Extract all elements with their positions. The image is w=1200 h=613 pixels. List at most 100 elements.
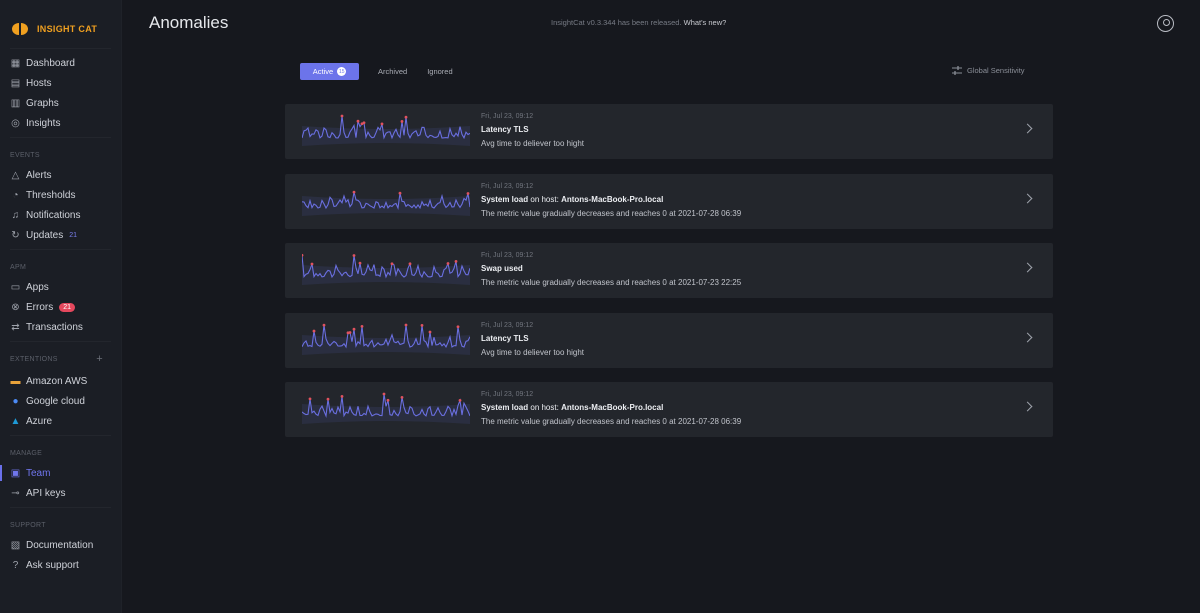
- anomaly-description: Avg time to deliever too hight: [481, 347, 585, 357]
- chevron-right-icon[interactable]: [1022, 193, 1033, 203]
- chevron-right-icon[interactable]: [1022, 262, 1033, 273]
- section-title: MANAGE: [10, 450, 43, 457]
- sidebar-item-dashboard[interactable]: ▦ Dashboard: [0, 53, 121, 73]
- sidebar-item-errors[interactable]: ⊗ Errors 21: [0, 297, 121, 317]
- chevron-right-icon[interactable]: [1022, 332, 1033, 342]
- divider: [10, 341, 111, 342]
- sidebar-item-label: Hosts: [26, 77, 52, 89]
- anomaly-date: Fri, Jul 23, 09:12: [481, 252, 534, 259]
- refresh-icon: ↻: [11, 229, 20, 241]
- anomaly-card[interactable]: Fri, Jul 23, 09:12 Latency TLS Avg time …: [285, 312, 1053, 368]
- sidebar-item-google-cloud[interactable]: ● Google cloud: [0, 391, 121, 411]
- section-events: EVENTS: [0, 142, 121, 165]
- release-banner: InsightCat v0.3.344 has been released. W…: [551, 18, 726, 27]
- sidebar-item-label: Team: [26, 467, 51, 479]
- page-title: Anomalies: [149, 13, 229, 32]
- sidebar-item-label: Insights: [26, 117, 61, 129]
- error-icon: ⊗: [11, 301, 20, 313]
- section-extentions: EXTENTIONS +: [0, 346, 121, 371]
- anomaly-card[interactable]: Fri, Jul 23, 09:12 System load on host: …: [285, 382, 1053, 437]
- sidebar-item-ask-support[interactable]: ? Ask support: [0, 555, 121, 575]
- anomaly-list: Fri, Jul 23, 09:12 Latency TLS Avg time …: [285, 104, 1053, 452]
- sidebar-item-documentation[interactable]: ▧ Documentation: [0, 535, 121, 555]
- hosts-icon: ▤: [10, 77, 21, 89]
- sidebar-item-azure[interactable]: ▲ Azure: [0, 411, 121, 431]
- sidebar-item-label: Graphs: [26, 97, 59, 109]
- sidebar-item-label: Updates: [26, 229, 64, 241]
- divider: [10, 435, 111, 436]
- count-badge: 21: [69, 231, 78, 239]
- anomaly-title: System load on host: Antons-MacBook-Pro.…: [481, 195, 741, 204]
- sidebar-item-thresholds[interactable]: ◔ Thresholds: [0, 185, 121, 205]
- anomaly-description: The metric value gradually decreases and…: [481, 278, 742, 287]
- sidebar-item-api-keys[interactable]: ⊸ API keys: [0, 483, 121, 503]
- metric-name: Latency TLS: [481, 333, 529, 343]
- section-apm: APM: [0, 254, 121, 277]
- tab-active[interactable]: Active 15: [300, 63, 359, 80]
- tab-archived[interactable]: Archived: [378, 67, 408, 76]
- metric-name: System load: [481, 194, 529, 204]
- sidebar-item-hosts[interactable]: ▤ Hosts: [0, 73, 121, 93]
- aws-icon: ▬: [10, 375, 21, 387]
- sidebar-item-label: Documentation: [26, 539, 94, 551]
- user-avatar-icon[interactable]: [1157, 15, 1174, 32]
- host-prefix: on host:: [528, 194, 562, 204]
- section-title: EXTENTIONS: [10, 356, 58, 363]
- anomaly-card[interactable]: Fri, Jul 23, 09:12 System load on host: …: [285, 173, 1053, 229]
- whats-new-link[interactable]: What's new?: [683, 18, 727, 27]
- sidebar: INSIGHT CAT ▦ Dashboard ▤ Hosts ▥ Graphs ◎ Insi…: [0, 0, 122, 613]
- metric-name: System load: [481, 403, 529, 412]
- gauge-icon: ◔: [12, 189, 19, 201]
- anomaly-description: The metric value gradually decreases and…: [481, 208, 742, 218]
- doc-icon: ▧: [10, 539, 21, 551]
- sidebar-item-label: Thresholds: [26, 189, 76, 201]
- global-sensitivity-button[interactable]: Global Sensitivity: [952, 66, 1025, 75]
- anomaly-sparkline: [302, 323, 470, 355]
- section-title: EVENTS: [10, 152, 40, 159]
- sidebar-item-graphs[interactable]: ▥ Graphs: [0, 93, 121, 113]
- sidebar-item-updates[interactable]: ↻ Updates 21: [0, 225, 121, 245]
- host-name: Antons-MacBook-Pro.local: [561, 403, 664, 412]
- apps-icon: ▭: [10, 281, 21, 293]
- sidebar-item-insights[interactable]: ◎ Insights: [0, 113, 121, 133]
- sidebar-item-notifications[interactable]: ♫ Notifications: [0, 205, 121, 225]
- chevron-right-icon[interactable]: [1022, 123, 1033, 134]
- anomaly-description: Avg time to deliever too hight: [481, 139, 585, 148]
- tab-badge: 15: [337, 67, 347, 76]
- sidebar-item-label: Errors: [26, 301, 54, 313]
- sidebar-item-team[interactable]: ▣ Team: [0, 463, 121, 483]
- sidebar-item-label: Google cloud: [26, 395, 85, 407]
- divider: [10, 249, 111, 250]
- sidebar-item-alerts[interactable]: △ Alerts: [0, 165, 121, 185]
- logo[interactable]: INSIGHT CAT: [0, 0, 121, 44]
- metric-name: Swap used: [481, 264, 523, 273]
- bell-icon: ♫: [11, 209, 20, 221]
- azure-icon: ▲: [10, 415, 21, 427]
- insights-icon: ◎: [11, 117, 20, 129]
- tabs: Active 15 Archived Ignored: [300, 63, 473, 80]
- team-icon: ▣: [10, 467, 21, 479]
- global-sensitivity-label: Global Sensitivity: [967, 66, 1025, 75]
- sidebar-item-label: Dashboard: [26, 57, 75, 69]
- sidebar-item-label: Amazon AWS: [26, 375, 88, 387]
- sidebar-item-label: Ask support: [26, 559, 79, 571]
- anomaly-date: Fri, Jul 23, 09:12: [481, 321, 534, 329]
- add-extension-icon[interactable]: +: [96, 353, 103, 365]
- logo-icon: [12, 23, 28, 35]
- anomaly-title: Swap used: [481, 264, 741, 273]
- host-name: Antons-MacBook-Pro.local: [561, 194, 664, 204]
- divider: [10, 48, 111, 49]
- anomaly-card[interactable]: Fri, Jul 23, 09:12 Latency TLS Avg time …: [285, 104, 1053, 159]
- sidebar-item-apps[interactable]: ▭ Apps: [0, 277, 121, 297]
- logo-text: INSIGHT CAT: [37, 24, 98, 34]
- anomaly-card[interactable]: Fri, Jul 23, 09:12 Swap used The metric …: [285, 243, 1053, 298]
- sidebar-item-transactions[interactable]: ⇄ Transactions: [0, 317, 121, 337]
- anomaly-date: Fri, Jul 23, 09:12: [481, 113, 534, 120]
- anomaly-sparkline: [302, 253, 470, 285]
- graphs-icon: ▥: [10, 97, 21, 109]
- chevron-right-icon[interactable]: [1022, 401, 1033, 412]
- sidebar-item-amazon-aws[interactable]: ▬ Amazon AWS: [0, 371, 121, 391]
- key-icon: ⊸: [11, 487, 20, 499]
- host-prefix: on host:: [528, 403, 562, 412]
- tab-ignored[interactable]: Ignored: [427, 67, 453, 76]
